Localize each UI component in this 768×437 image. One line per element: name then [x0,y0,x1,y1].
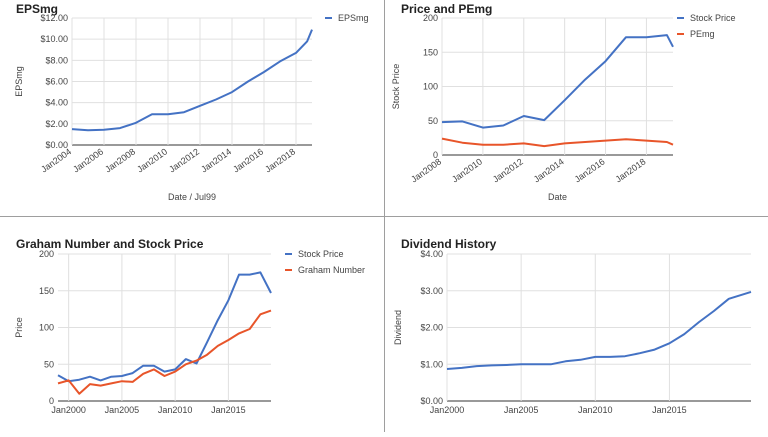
x-tick-label: Jan2015 [211,405,246,415]
chart-title: Graham Number and Stock Price [16,237,204,251]
x-tick-label: Jan2015 [652,405,687,415]
y-tick-label: 0 [49,396,54,406]
series-line-stock-price [441,34,674,129]
legend-swatch [325,17,332,19]
legend-swatch [677,17,684,19]
y-tick-label: 50 [428,116,438,126]
legend-swatch [677,33,684,35]
graham-chart: Graham Number and Stock Price 0 50 100 150 20… [14,237,365,415]
series-line-pemg [441,137,674,148]
x-axis-label: Date [548,192,567,202]
legend-entry: Stock Price [690,13,736,23]
x-tick-label: Jan2010 [450,156,484,184]
x-tick-label: Jan2008 [409,156,443,184]
y-tick-label: $12.00 [40,13,68,23]
x-tick-label: Jan2018 [263,146,297,174]
y-tick-label: 150 [39,286,54,296]
x-tick-label: Jan2012 [491,156,525,184]
y-tick-label: 0 [433,150,438,160]
x-tick-label: Jan2000 [430,405,465,415]
graham-chart-panel: Graham Number and Stock Price 0 50 100 150 20… [0,217,384,432]
x-tick-label: Jan2004 [39,146,73,174]
x-tick-label: Jan2000 [51,405,86,415]
x-tick-label: Jan2014 [532,156,566,184]
legend-entry: Stock Price [298,249,344,259]
series-line-graham-number [57,309,272,395]
y-tick-label: $4.00 [420,249,443,259]
legend-entry: EPSmg [338,13,369,23]
x-tick-label: Jan2012 [167,146,201,174]
y-tick-label: $1.00 [420,359,443,369]
legend-entry: PEmg [690,29,715,39]
y-axis-label: Dividend [393,310,403,345]
y-tick-label: $10.00 [40,34,68,44]
series-line-stock-price [57,271,272,383]
legend-swatch [285,253,292,255]
series-line-0 [446,290,752,370]
series-line-epsmg [71,29,313,132]
chart-title: EPSmg [16,2,58,16]
y-tick-label: $0.00 [420,396,443,406]
y-tick-label: 50 [44,359,54,369]
chart-title: Dividend History [401,237,497,251]
y-tick-label: $2.00 [45,119,68,129]
x-tick-label: Jan2005 [504,405,539,415]
dividend-chart-panel: Dividend History $0.00 $1.00 $2.00 $3.00 $4.0… [385,217,768,432]
y-tick-label: 200 [423,13,438,23]
horizontal-divider [0,216,768,217]
eps-chart: EPSmg $0.00 $2.00 $4.00 $6.00 $8.00 $10.00 $12.… [14,2,369,202]
price-pe-chart-panel: Price and PEmg 0 50 100 150 200 Jan2008 Jan2010… [385,0,768,216]
chart-title: Price and PEmg [401,2,492,16]
legend-swatch [285,269,292,271]
x-tick-label: Jan2010 [158,405,193,415]
y-tick-label: 100 [39,323,54,333]
y-tick-label: $2.00 [420,323,443,333]
x-tick-label: Jan2005 [105,405,140,415]
eps-chart-panel: EPSmg $0.00 $2.00 $4.00 $6.00 $8.00 $10.00 $12.… [0,0,384,216]
x-tick-label: Jan2006 [71,146,105,174]
x-tick-label: Jan2014 [199,146,233,174]
y-tick-label: $0.00 [45,140,68,150]
x-tick-label: Jan2016 [231,146,265,174]
x-tick-label: Jan2018 [614,156,648,184]
y-tick-label: 100 [423,82,438,92]
y-axis-label: Stock Price [391,64,401,110]
y-tick-label: $6.00 [45,77,68,87]
x-tick-label: Jan2010 [135,146,169,174]
x-tick-label: Jan2010 [578,405,613,415]
y-tick-label: $3.00 [420,286,443,296]
y-axis-label: EPSmg [14,66,24,97]
y-axis-label: Price [14,317,24,338]
legend-entry: Graham Number [298,265,365,275]
x-axis-label: Date / Jul99 [168,192,216,202]
y-tick-label: $4.00 [45,98,68,108]
dividend-chart: Dividend History $0.00 $1.00 $2.00 $3.00 $4.0… [393,237,752,415]
x-tick-label: Jan2016 [573,156,607,184]
x-tick-label: Jan2008 [103,146,137,174]
y-tick-label: $8.00 [45,55,68,65]
y-tick-label: 200 [39,249,54,259]
price-pe-chart: Price and PEmg 0 50 100 150 200 Jan2008 Jan2010… [391,2,736,202]
y-tick-label: 150 [423,47,438,57]
